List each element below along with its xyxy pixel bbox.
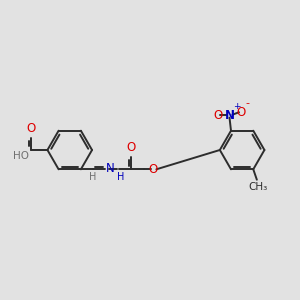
Text: O: O — [214, 109, 223, 122]
Text: O: O — [127, 141, 136, 154]
Text: O: O — [26, 122, 36, 135]
Text: HO: HO — [13, 151, 29, 161]
Text: O: O — [149, 163, 158, 176]
Text: H: H — [88, 172, 96, 182]
Text: CH₃: CH₃ — [248, 182, 267, 192]
Text: H: H — [117, 172, 124, 182]
Text: N: N — [224, 109, 235, 122]
Text: O: O — [236, 106, 245, 119]
Text: N: N — [106, 162, 115, 175]
Text: +: + — [233, 102, 241, 111]
Text: -: - — [245, 98, 249, 108]
